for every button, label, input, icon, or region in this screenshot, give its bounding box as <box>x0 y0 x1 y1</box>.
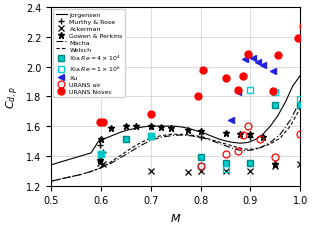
X-axis label: $M$: $M$ <box>170 211 181 223</box>
Y-axis label: $C_{d,p}$: $C_{d,p}$ <box>4 85 21 109</box>
Legend: Jorgensen, Murthy & Rose, Ackerman, Gowen & Perkins, Macha, Welsch, Xia $Re = 4 : Jorgensen, Murthy & Rose, Ackerman, Gowe… <box>53 10 125 97</box>
